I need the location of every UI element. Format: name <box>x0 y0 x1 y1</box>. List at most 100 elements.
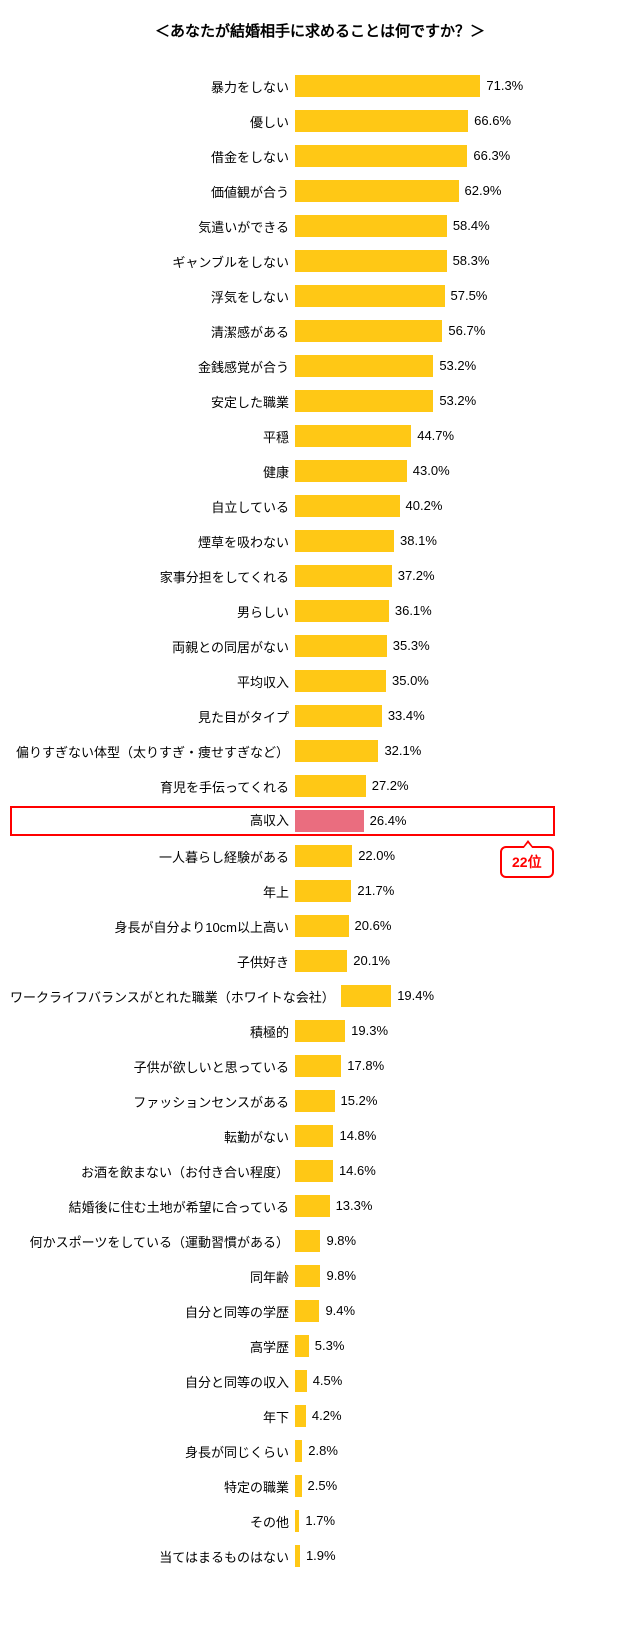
bar-value: 66.3% <box>467 145 510 167</box>
bar-wrap: 2.8% <box>295 1440 555 1462</box>
chart-row: 自立している40.2% <box>10 491 630 521</box>
bar-value: 20.1% <box>347 950 390 972</box>
chart-row: 積極的 19.3% <box>10 1016 630 1046</box>
bar-label: ワークライフバランスがとれた職業（ホワイトな会社） <box>10 987 341 1006</box>
bar-label: 子供好き <box>10 952 295 971</box>
chart-row: 子供好き 20.1% <box>10 946 630 976</box>
bar-wrap: 66.6% <box>295 110 555 132</box>
bar <box>295 1195 330 1217</box>
bar-value: 1.9% <box>300 1545 336 1567</box>
bar-wrap: 13.3% <box>295 1195 555 1217</box>
chart-row: ワークライフバランスがとれた職業（ホワイトな会社） 19.4% <box>10 981 630 1011</box>
bar <box>295 250 447 272</box>
bar-label: 結婚後に住む土地が希望に合っている <box>10 1197 295 1216</box>
bar <box>295 75 480 97</box>
bar-value: 21.7% <box>351 880 394 902</box>
bar-label: 煙草を吸わない <box>10 532 295 551</box>
chart-row: 高学歴5.3% <box>10 1331 630 1361</box>
chart-row: 転勤がない14.8% <box>10 1121 630 1151</box>
bar <box>295 495 400 517</box>
bar-label: 金銭感覚が合う <box>10 357 295 376</box>
bar-label: 男らしい <box>10 602 295 621</box>
bar <box>295 740 378 762</box>
chart-row: 平均収入 35.0% <box>10 666 630 696</box>
bar-wrap: 4.5% <box>295 1370 555 1392</box>
bar <box>295 810 364 832</box>
bar-wrap: 14.8% <box>295 1125 555 1147</box>
bar <box>295 1055 341 1077</box>
bar-value: 62.9% <box>459 180 502 202</box>
bar <box>295 565 392 587</box>
bar <box>295 1335 309 1357</box>
bar-label: 自立している <box>10 497 295 516</box>
bar-value: 53.2% <box>433 355 476 377</box>
bar-value: 27.2% <box>366 775 409 797</box>
bar <box>295 635 387 657</box>
bar-label: 平均収入 <box>10 672 295 691</box>
bar-value: 9.8% <box>320 1265 356 1287</box>
bar-label: 安定した職業 <box>10 392 295 411</box>
bar-value: 19.4% <box>391 985 434 1007</box>
bar-wrap: 40.2% <box>295 495 555 517</box>
bar-wrap: 9.8% <box>295 1265 555 1287</box>
bar-value: 35.0% <box>386 670 429 692</box>
bar <box>295 705 382 727</box>
bar-wrap: 19.3% <box>295 1020 555 1042</box>
bar-value: 17.8% <box>341 1055 384 1077</box>
bar-value: 9.4% <box>319 1300 355 1322</box>
chart-row: ギャンブルをしない58.3% <box>10 246 630 276</box>
bar <box>295 845 352 867</box>
bar-label: 身長が同じくらい <box>10 1442 295 1461</box>
chart-row: 両親との同居がない35.3% <box>10 631 630 661</box>
bar-label: 偏りすぎない体型（太りすぎ・痩せすぎなど） <box>10 742 295 761</box>
chart-row: 借金をしない66.3% <box>10 141 630 171</box>
bar-label: 何かスポーツをしている（運動習慣がある） <box>10 1232 295 1251</box>
bar-value: 71.3% <box>480 75 523 97</box>
bar-wrap: 9.4% <box>295 1300 555 1322</box>
bar-value: 58.3% <box>447 250 490 272</box>
bar <box>295 1230 320 1252</box>
bar-wrap: 15.2% <box>295 1090 555 1112</box>
bar <box>295 355 433 377</box>
bar-value: 22.0% <box>352 845 395 867</box>
chart-row: 金銭感覚が合う 53.2% <box>10 351 630 381</box>
chart-row: 当てはまるものはない1.9% <box>10 1541 630 1571</box>
bar-wrap: 4.2% <box>295 1405 555 1427</box>
chart-row: 安定した職業53.2% <box>10 386 630 416</box>
bar-label: 身長が自分より10cm以上高い <box>10 917 295 936</box>
bar <box>295 320 442 342</box>
bar <box>295 1160 333 1182</box>
chart-row: 育児を手伝ってくれる27.2% <box>10 771 630 801</box>
bar-wrap: 32.1% <box>295 740 555 762</box>
bar <box>295 1020 345 1042</box>
bar-label: 積極的 <box>10 1022 295 1041</box>
chart-row: 結婚後に住む土地が希望に合っている13.3% <box>10 1191 630 1221</box>
bar-value: 32.1% <box>378 740 421 762</box>
chart-row: 平穏44.7% <box>10 421 630 451</box>
bar-value: 35.3% <box>387 635 430 657</box>
bar <box>295 1300 319 1322</box>
bar-value: 1.7% <box>299 1510 335 1532</box>
bar-value: 15.2% <box>335 1090 378 1112</box>
bar-label: 自分と同等の収入 <box>10 1372 295 1391</box>
bar-label: 平穏 <box>10 427 295 446</box>
chart-row: 浮気をしない57.5% <box>10 281 630 311</box>
bar-label: 一人暮らし経験がある <box>10 847 295 866</box>
bar-value: 19.3% <box>345 1020 388 1042</box>
bar-wrap: 35.0% <box>295 670 555 692</box>
chart-row: ファッションセンスがある15.2% <box>10 1086 630 1116</box>
chart-row: 子供が欲しいと思っている17.8% <box>10 1051 630 1081</box>
bar <box>295 1125 333 1147</box>
chart-row: 年下4.2% <box>10 1401 630 1431</box>
bar-wrap: 27.2% <box>295 775 555 797</box>
bar-wrap: 35.3% <box>295 635 555 657</box>
bar-wrap: 1.7% <box>295 1510 555 1532</box>
bar-value: 37.2% <box>392 565 435 587</box>
bar-value: 36.1% <box>389 600 432 622</box>
bar-wrap: 58.4% <box>295 215 555 237</box>
bar-label: 高収入 <box>10 806 295 836</box>
bar-wrap: 66.3% <box>295 145 555 167</box>
bar <box>295 1090 335 1112</box>
chart-row: 同年齢9.8% <box>10 1261 630 1291</box>
bar-wrap: 53.2% <box>295 390 555 412</box>
